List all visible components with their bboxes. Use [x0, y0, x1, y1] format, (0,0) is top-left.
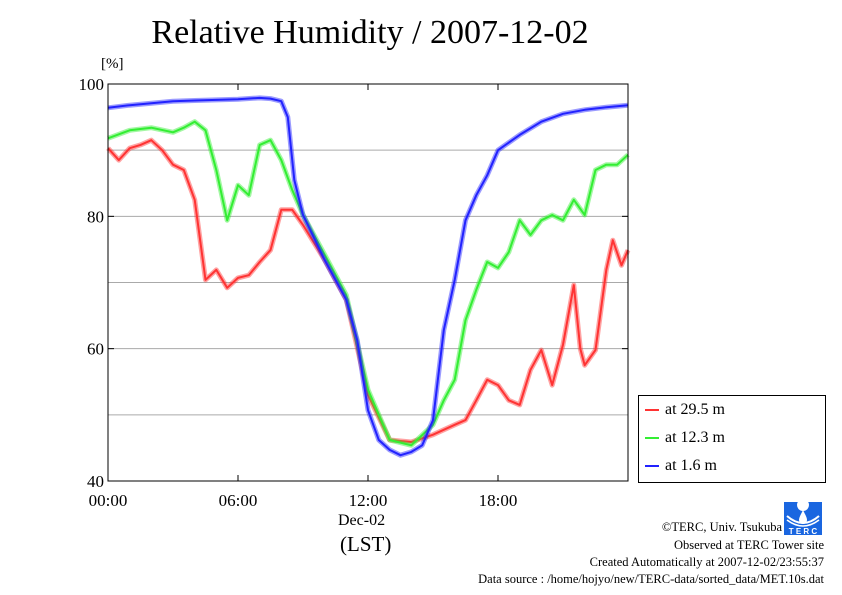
x-tick-label: 18:00 [479, 491, 518, 510]
observed-text: Observed at TERC Tower site [673, 538, 824, 552]
legend: at 29.5 m at 12.3 m at 1.6 m [638, 395, 826, 483]
y-tick-label: 80 [87, 207, 104, 226]
legend-swatch [645, 437, 659, 439]
series-line-1 [107, 120, 629, 447]
series-line-0 [107, 139, 629, 443]
svg-text:T E R C: T E R C [789, 527, 818, 535]
y-tick-label: 100 [79, 75, 105, 94]
copyright-text: ©TERC, Univ. Tsukuba [661, 520, 782, 534]
created-text: Created Automatically at 2007-12-02/23:5… [589, 555, 824, 569]
legend-item-12-3m: at 12.3 m [645, 429, 725, 447]
x-tick-label: 12:00 [349, 491, 388, 510]
terc-logo: T E R C [784, 502, 822, 535]
legend-label: at 29.5 m [665, 401, 725, 418]
y-axis-unit-label: [%] [101, 56, 124, 72]
legend-item-1-6m: at 1.6 m [645, 457, 717, 475]
series-line-2 [107, 96, 629, 457]
x-axis-label: (LST) [340, 532, 392, 556]
x-tick-label: 00:00 [89, 491, 128, 510]
data-source-text: Data source : /home/hojyo/new/TERC-data/… [478, 572, 824, 586]
y-tick-label: 60 [87, 340, 104, 359]
chart-title: Relative Humidity / 2007-12-02 [151, 14, 589, 51]
series-halo-2 [107, 95, 629, 458]
x-tick-label: 06:00 [219, 491, 258, 510]
legend-swatch [645, 465, 659, 467]
y-tick-label: 40 [87, 472, 104, 491]
x-axis-date-label: Dec-02 [338, 512, 386, 529]
legend-swatch [645, 409, 659, 411]
legend-item-29-5m: at 29.5 m [645, 401, 725, 419]
legend-label: at 1.6 m [665, 457, 717, 474]
legend-label: at 12.3 m [665, 429, 725, 446]
